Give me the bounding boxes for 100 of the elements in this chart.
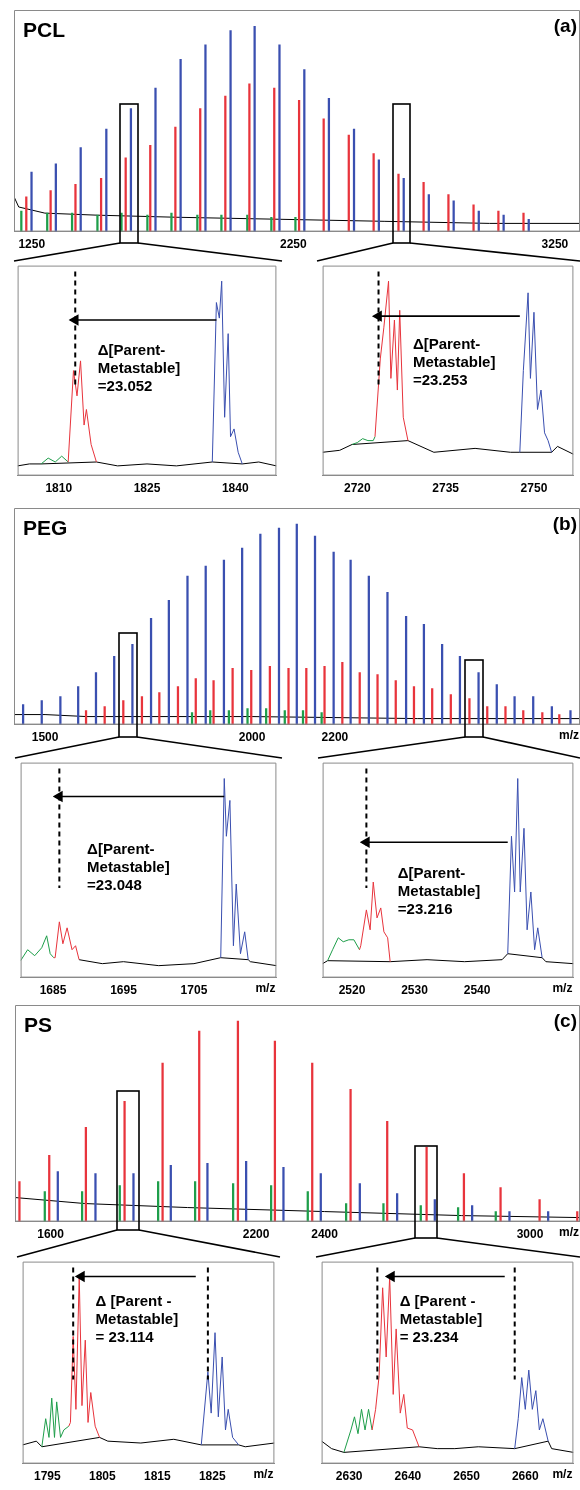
bar bbox=[497, 210, 500, 232]
x-tick-label: 1805 bbox=[88, 1469, 116, 1484]
x-tick-label: 2200 bbox=[242, 1227, 270, 1242]
chart-title: PS bbox=[24, 1013, 53, 1036]
x-tick-label: 2250 bbox=[279, 237, 308, 252]
x-tick-label: 2400 bbox=[311, 1227, 339, 1242]
annotation: Δ[Parent- Metastable] =23.048 bbox=[87, 840, 170, 893]
x-tick-label: 1600 bbox=[37, 1227, 65, 1242]
bar bbox=[282, 1167, 285, 1222]
bar bbox=[231, 668, 234, 725]
annotation: Δ[Parent- Metastable] =23.216 bbox=[397, 863, 481, 917]
bar bbox=[246, 708, 249, 725]
x-tick-label: 1840 bbox=[221, 481, 249, 496]
bar bbox=[170, 212, 173, 232]
x-tick-label: 1685 bbox=[39, 983, 67, 998]
annotation: Δ[Parent- Metastable] =23.253 bbox=[412, 334, 496, 388]
x-tick-label: 1695 bbox=[110, 983, 138, 998]
annotation: Δ [Parent - Metastable] = 23.114 bbox=[95, 1291, 179, 1345]
bar bbox=[504, 706, 507, 725]
bar bbox=[253, 26, 256, 232]
x-axis-title: m/z bbox=[552, 980, 573, 995]
bar bbox=[123, 1100, 126, 1222]
bar bbox=[94, 1173, 97, 1222]
x-tick-label: 2735 bbox=[432, 481, 460, 496]
bar bbox=[174, 126, 177, 232]
bar bbox=[382, 1203, 385, 1222]
bar bbox=[425, 1147, 428, 1222]
bar bbox=[349, 1088, 352, 1222]
bar bbox=[248, 83, 251, 232]
bar bbox=[508, 1211, 511, 1222]
bar bbox=[502, 214, 505, 232]
bar bbox=[287, 668, 290, 725]
x-tick-label: 1500 bbox=[31, 730, 59, 745]
bar bbox=[294, 216, 297, 232]
bar bbox=[18, 1181, 21, 1222]
bar bbox=[154, 87, 157, 232]
x-tick-label: 1825 bbox=[198, 1469, 226, 1484]
x-tick-label: 3250 bbox=[541, 237, 569, 252]
annotation: (a) bbox=[553, 15, 577, 36]
bar bbox=[179, 58, 182, 232]
x-tick-label: 1705 bbox=[180, 983, 208, 998]
bar bbox=[569, 710, 572, 725]
bar bbox=[447, 194, 450, 232]
bar bbox=[59, 696, 62, 725]
bar bbox=[522, 212, 525, 232]
x-axis-title: m/z bbox=[255, 980, 276, 995]
x-tick-label: 1825 bbox=[133, 481, 161, 496]
bar bbox=[499, 1187, 502, 1222]
bar bbox=[220, 214, 223, 232]
x-tick-label: 2630 bbox=[335, 1469, 363, 1484]
x-tick-label: 2660 bbox=[511, 1469, 539, 1484]
x-tick-label: 2200 bbox=[321, 730, 349, 745]
x-tick-label: 2640 bbox=[394, 1469, 422, 1484]
bar bbox=[49, 190, 52, 232]
bar bbox=[376, 674, 379, 725]
x-tick-label: 2650 bbox=[453, 1469, 481, 1484]
x-tick-label: 1795 bbox=[33, 1469, 62, 1484]
bar bbox=[204, 44, 207, 232]
bar bbox=[513, 696, 516, 725]
bar bbox=[132, 1173, 135, 1222]
x-tick-label: 1815 bbox=[143, 1469, 171, 1484]
bar bbox=[278, 44, 281, 232]
bar bbox=[96, 214, 99, 232]
bar bbox=[323, 666, 326, 725]
x-axis-title: m/z bbox=[253, 1466, 274, 1481]
bar bbox=[131, 644, 134, 725]
x-tick-label: 2540 bbox=[463, 983, 491, 998]
annotation: (c) bbox=[553, 1010, 577, 1031]
bar bbox=[74, 184, 77, 232]
bar bbox=[30, 171, 33, 232]
bar bbox=[146, 214, 149, 232]
bar bbox=[186, 575, 189, 725]
annotation: (b) bbox=[552, 513, 577, 534]
bar bbox=[206, 1163, 209, 1222]
bar bbox=[397, 173, 400, 232]
bar bbox=[229, 30, 232, 232]
x-tick-label: 3000 bbox=[516, 1227, 544, 1242]
bar bbox=[422, 182, 425, 232]
x-tick-label: 2720 bbox=[343, 481, 372, 496]
x-tick-label: 2750 bbox=[520, 481, 548, 496]
x-axis-title: m/z bbox=[558, 727, 579, 742]
chart-title: PCL bbox=[23, 18, 66, 41]
x-tick-label: 2000 bbox=[238, 730, 266, 745]
x-tick-label: 1250 bbox=[18, 237, 46, 252]
annotation: Δ[Parent- Metastable] =23.052 bbox=[97, 341, 181, 395]
bar bbox=[161, 1062, 164, 1222]
chart-title: PEG bbox=[23, 516, 68, 539]
x-tick-label: 2530 bbox=[401, 983, 429, 998]
x-tick-label: 2520 bbox=[338, 983, 366, 998]
bar bbox=[212, 680, 215, 725]
bar bbox=[472, 204, 475, 232]
bar bbox=[538, 1199, 541, 1222]
x-axis-title: m/z bbox=[552, 1466, 573, 1481]
x-axis-title: m/z bbox=[558, 1224, 579, 1239]
bar bbox=[468, 698, 471, 725]
bar bbox=[349, 559, 352, 725]
x-tick-label: 1810 bbox=[45, 481, 73, 496]
bar bbox=[477, 672, 480, 725]
annotation: Δ [Parent - Metastable] = 23.234 bbox=[399, 1291, 483, 1345]
bar bbox=[386, 591, 389, 725]
